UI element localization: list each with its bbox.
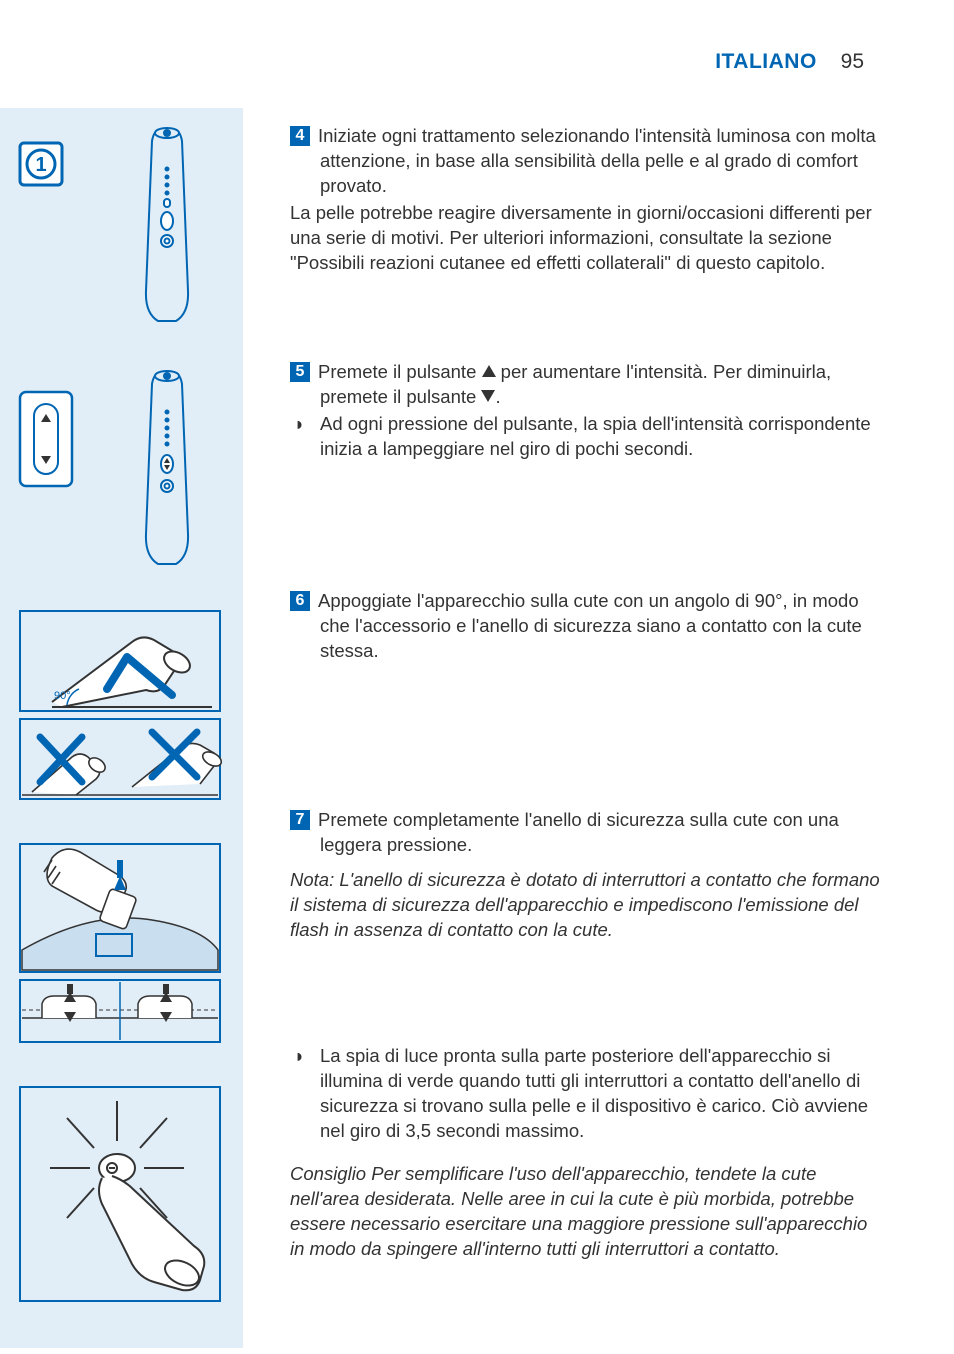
figure-ready-light	[12, 1080, 232, 1310]
step-6-number: 6	[290, 591, 310, 611]
figure-intensity-1: 1	[12, 118, 232, 333]
step-4-lead-text: Iniziate ogni trattamento selezionando l…	[318, 125, 876, 196]
step-4: 4 Iniziate ogni trattamento selezionando …	[290, 124, 880, 276]
language-label: ITALIANO	[715, 50, 817, 73]
step-5-bullet: ◗ Ad ogni pressione del pulsante, la spi…	[290, 412, 880, 462]
step-7-note: Nota: L'anello di sicurezza è dotato di …	[290, 868, 880, 943]
step-8: ◗ La spia di luce pronta sulla parte pos…	[290, 1042, 880, 1262]
step-6-lead-text: Appoggiate l'apparecchio sulla cute con …	[318, 590, 862, 661]
figure-column: 1	[0, 108, 243, 1348]
step-7-lead: 7 Premete completamente l'anello di sicur…	[290, 808, 880, 858]
step-8-bullet-text: La spia di luce pronta sulla parte poste…	[320, 1044, 880, 1144]
triangle-down-icon	[481, 390, 495, 402]
step-7: 7 Premete completamente l'anello di sicur…	[290, 808, 880, 943]
figure-press-skin	[12, 837, 232, 1052]
figure-angle-90: 90°	[12, 604, 232, 809]
ready-light-svg	[12, 1083, 232, 1308]
triangle-up-icon	[482, 365, 496, 377]
bullet-icon: ◗	[290, 412, 320, 462]
bullet-icon: ◗	[290, 1044, 320, 1144]
page-number: 95	[841, 50, 864, 73]
step-4-lead: 4 Iniziate ogni trattamento selezionando …	[290, 124, 880, 199]
step-8-tip: Consiglio Per semplificare l'uso dell'ap…	[290, 1162, 880, 1262]
page-header: ITALIANO 95	[715, 48, 864, 76]
step-6-lead: 6 Appoggiate l'apparecchio sulla cute con…	[290, 589, 880, 664]
intensity-buttons-svg	[12, 364, 232, 574]
step-4-body: La pelle potrebbe reagire diversamente i…	[290, 201, 880, 276]
step-7-lead-text: Premete completamente l'anello di sicure…	[318, 809, 839, 855]
step-5-bullet-text: Ad ogni pressione del pulsante, la spia …	[320, 412, 880, 462]
step-5-lead-pre: Premete il pulsante	[318, 361, 482, 382]
badge-1-text: 1	[35, 154, 46, 176]
step-5: 5Premete il pulsante per aumentare l'int…	[290, 360, 880, 462]
figure-up-down-control	[12, 361, 232, 576]
step-5-lead: 5Premete il pulsante per aumentare l'int…	[290, 360, 880, 410]
device-intensity-svg: 1	[12, 121, 232, 331]
angle-90-label: 90°	[54, 690, 71, 702]
step-5-lead-post: .	[495, 386, 500, 407]
press-skin-svg	[12, 840, 232, 1050]
step-6: 6 Appoggiate l'apparecchio sulla cute con…	[290, 589, 880, 664]
step-4-number: 4	[290, 126, 310, 146]
angle-svg: 90°	[12, 607, 232, 807]
step-5-number: 5	[290, 362, 310, 382]
step-7-number: 7	[290, 810, 310, 830]
step-8-bullet: ◗ La spia di luce pronta sulla parte pos…	[290, 1044, 880, 1144]
